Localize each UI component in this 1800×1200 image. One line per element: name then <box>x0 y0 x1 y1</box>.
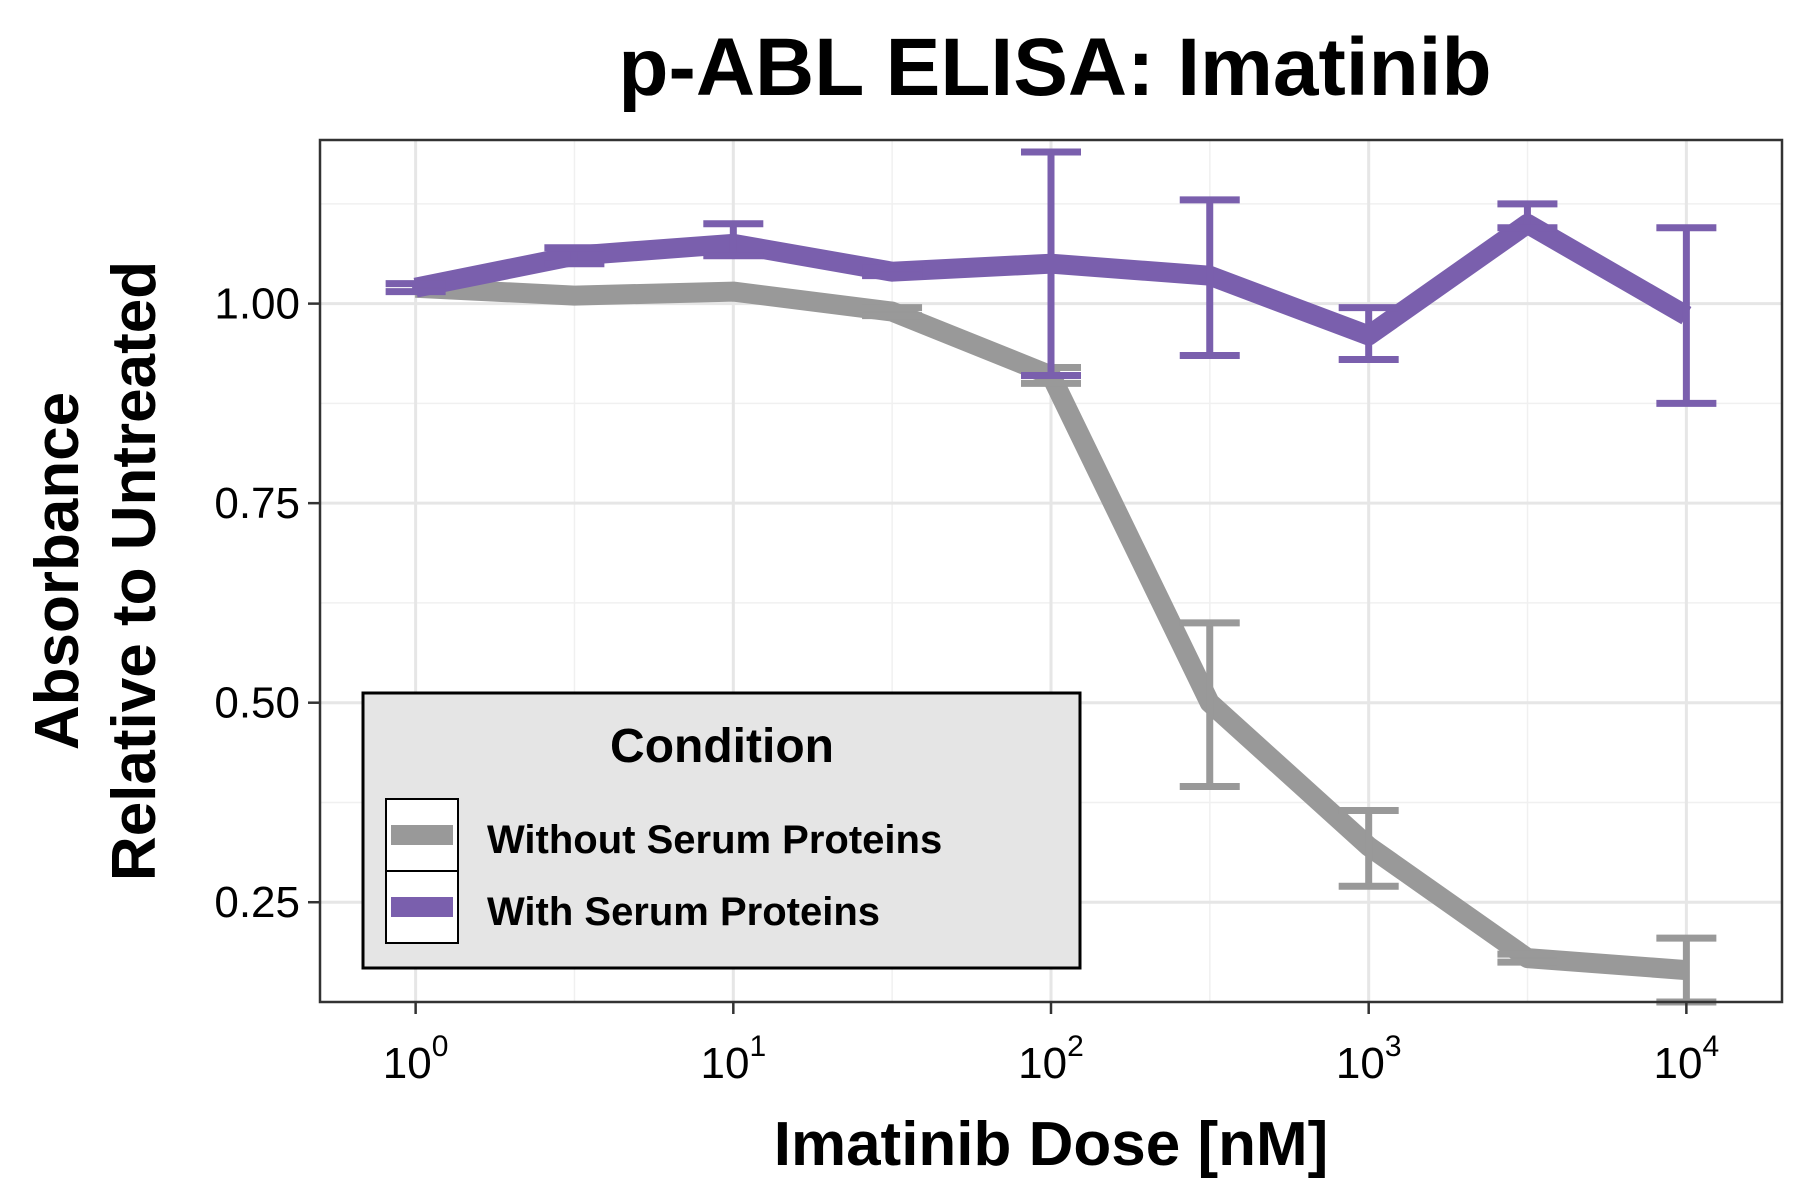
y-axis-title-line-2: Relative to Untreated <box>100 261 169 881</box>
error-bar <box>1656 224 1717 407</box>
error-bar <box>1021 148 1081 379</box>
error-bar <box>862 304 923 320</box>
series-layer <box>385 148 1717 1006</box>
x-tick-label: 104 <box>1654 1030 1720 1088</box>
legend-box <box>361 691 1082 970</box>
error-bar <box>385 280 446 296</box>
error-bar <box>1338 806 1399 890</box>
error-bar <box>1338 304 1399 363</box>
y-tick-label: 0.75 <box>214 479 300 528</box>
x-tick-label: 100 <box>383 1030 449 1088</box>
legend-swatch-without-serum <box>391 825 453 845</box>
error-bar <box>862 264 923 280</box>
error-bar <box>1497 950 1558 966</box>
legend-title: Condition <box>610 720 834 773</box>
legend-label-with-serum: With Serum Proteins <box>487 890 880 934</box>
error-bar <box>1179 196 1240 359</box>
legend: Condition Without Serum Proteins With Se… <box>361 691 1082 970</box>
x-tick-label: 103 <box>1336 1030 1402 1088</box>
error-bar <box>1497 200 1558 232</box>
error-bar <box>703 220 764 260</box>
error-bar <box>544 244 605 268</box>
y-tick-label: 1.00 <box>214 280 300 329</box>
x-tick-label: 102 <box>1018 1030 1084 1088</box>
chart-title: p-ABL ELISA: Imatinib <box>618 22 1491 113</box>
legend-label-without-serum: Without Serum Proteins <box>487 818 942 862</box>
y-axis-title-line-1: Absorbance <box>23 392 92 750</box>
axis-ticks: 100 101 102 103 104 0.25 0.50 0.75 1.00 <box>214 280 1719 1088</box>
x-axis-title: Imatinib Dose [nM] <box>774 1110 1329 1179</box>
error-bar <box>1179 619 1240 790</box>
x-tick-label: 101 <box>700 1030 766 1088</box>
y-tick-label: 0.50 <box>214 679 300 728</box>
legend-swatch-with-serum <box>391 897 453 917</box>
y-tick-label: 0.25 <box>214 878 300 927</box>
